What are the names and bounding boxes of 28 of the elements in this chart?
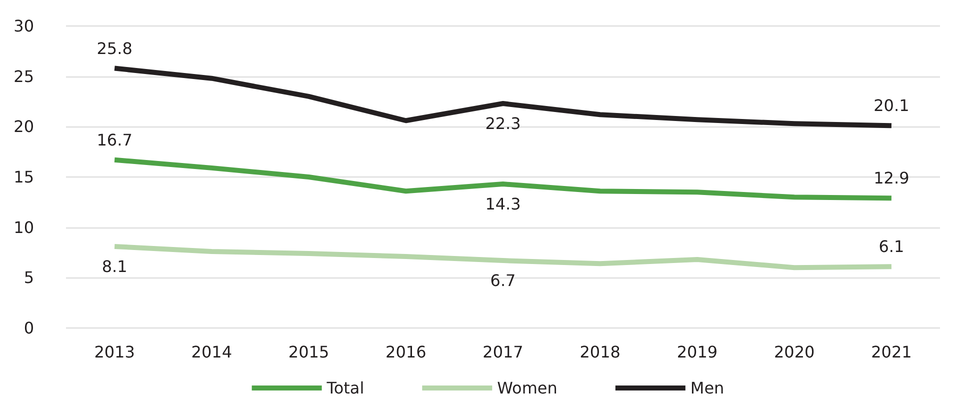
data-label: 25.8 [96, 38, 132, 58]
x-tick-label: 2015 [288, 342, 330, 362]
x-tick-label: 2016 [386, 342, 426, 362]
data-label: 16.7 [96, 130, 132, 150]
y-tick-label: 0 [24, 318, 34, 338]
data-label: 12.9 [874, 168, 910, 188]
x-tick-label: 2019 [676, 342, 718, 362]
data-label: 14.3 [485, 194, 521, 214]
y-tick-label: 25 [14, 66, 34, 86]
legend-label: Men [690, 378, 724, 398]
x-tick-label: 2020 [774, 342, 815, 362]
x-tick-label: 2013 [94, 342, 135, 362]
legend-label: Women [497, 378, 558, 398]
data-label: 6.1 [878, 237, 904, 256]
x-tick-label: 2018 [580, 342, 620, 362]
y-tick-label: 10 [14, 218, 34, 237]
legend-label: Total [326, 378, 364, 398]
y-tick-label: 20 [14, 117, 34, 136]
y-tick-label: 30 [14, 16, 34, 36]
x-tick-label: 2014 [191, 342, 232, 362]
data-label: 8.1 [102, 256, 128, 276]
x-tick-label: 2017 [482, 342, 524, 362]
data-label: 6.7 [490, 271, 516, 290]
x-tick-label: 2021 [871, 342, 912, 362]
y-tick-label: 15 [14, 168, 34, 186]
y-tick-label: 5 [24, 268, 34, 288]
data-label: 22.3 [485, 114, 521, 134]
data-label: 20.1 [874, 96, 910, 116]
